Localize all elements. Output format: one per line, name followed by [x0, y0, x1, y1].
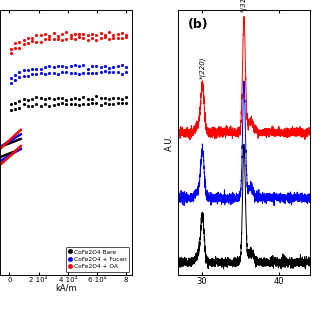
Legend: CoFe2O4 Bare, CoFe2O4 + Fucan, CoFe2O4 + OA: CoFe2O4 Bare, CoFe2O4 + Fucan, CoFe2O4 +…: [66, 246, 129, 272]
Text: *(311): *(311): [241, 0, 247, 12]
Y-axis label: A.U.: A.U.: [165, 134, 174, 151]
X-axis label: kA/m: kA/m: [55, 284, 77, 293]
Text: (b): (b): [188, 18, 208, 31]
Text: *(220): *(220): [199, 56, 206, 79]
